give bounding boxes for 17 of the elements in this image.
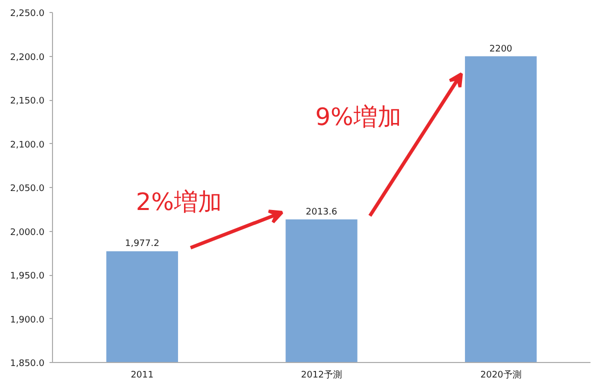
data-label: 2013.6 (306, 207, 338, 218)
y-tick-label: 2,250.0 (10, 9, 45, 19)
y-tick-label: 1,900.0 (10, 315, 45, 326)
y-tick-label: 2,200.0 (10, 52, 45, 63)
y-tick-label: 1,850.0 (10, 359, 45, 369)
y-tick-label: 2,000.0 (10, 228, 45, 238)
y-tick-label: 2,100.0 (10, 140, 45, 150)
x-tick-label: 2011 (130, 370, 154, 380)
data-label: 2200 (489, 44, 513, 54)
data-label: 1,977.2 (124, 239, 160, 250)
y-tick-label: 1,950.0 (10, 272, 45, 282)
x-tick-label: 2020予測 (480, 370, 522, 380)
y-tick-label: 2,150.0 (10, 96, 45, 106)
y-tick-label: 2,050.0 (10, 184, 45, 194)
annotation: 9%増加 (315, 102, 402, 131)
x-tick-label: 2012予測 (301, 370, 342, 380)
annotation: 2%増加 (136, 188, 222, 216)
